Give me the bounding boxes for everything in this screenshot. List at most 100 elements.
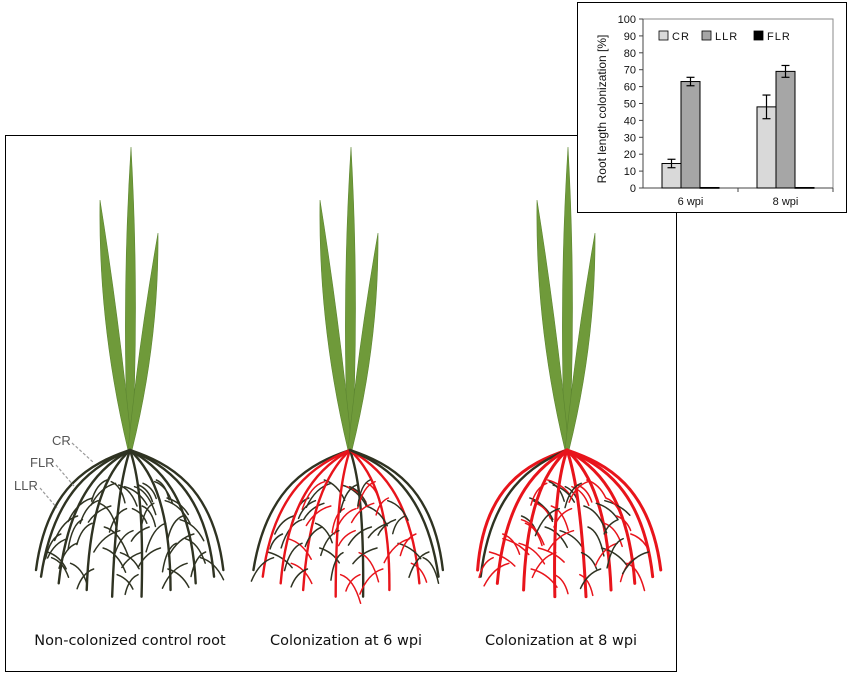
lateral-root xyxy=(595,502,619,521)
lateral-root xyxy=(594,542,618,567)
lateral-root xyxy=(603,522,623,548)
bar-flr xyxy=(794,186,815,189)
lateral-root xyxy=(305,505,332,527)
crown-root xyxy=(39,448,132,578)
lateral-root xyxy=(547,529,575,552)
plant-colonized-8wpi xyxy=(476,146,663,599)
lateral-root xyxy=(330,551,344,581)
crown-root xyxy=(34,448,132,572)
lateral-root xyxy=(137,547,162,569)
label-cr: CR xyxy=(52,433,71,448)
lateral-root xyxy=(44,533,62,560)
lateral-root xyxy=(320,529,340,557)
colonization-bar-chart: 0 10 20 30 40 50 60 70 80 90 100 6 wpi 8 wpi CR LLR F… xyxy=(595,14,834,208)
lateral-root xyxy=(131,507,148,525)
lateral-root xyxy=(347,526,373,546)
crown-root xyxy=(261,448,352,578)
lateral-root xyxy=(161,542,177,573)
y-tick-label: 20 xyxy=(624,149,636,161)
crown-root xyxy=(348,448,445,572)
x-tick-label: 6 wpi xyxy=(678,196,704,208)
lateral-root xyxy=(605,497,622,517)
lateral-root xyxy=(603,518,619,535)
lateral-root xyxy=(571,485,590,507)
lateral-root xyxy=(305,482,332,508)
lateral-root xyxy=(302,502,325,521)
lateral-root xyxy=(387,499,409,521)
y-axis-label: Root length colonization [%] xyxy=(595,35,609,184)
lateral-root xyxy=(46,551,67,570)
y-tick-label: 0 xyxy=(630,183,636,195)
lateral-root xyxy=(410,562,428,583)
lateral-root xyxy=(103,526,130,558)
lateral-root xyxy=(604,499,631,516)
lateral-root xyxy=(621,551,650,575)
crown-root xyxy=(476,448,569,572)
colonization-chart-panel: 0 10 20 30 40 50 60 70 80 90 100 6 wpi 8 wpi CR LLR F… xyxy=(577,2,847,213)
crown-root xyxy=(128,448,197,585)
crown-root xyxy=(110,448,132,598)
lateral-root xyxy=(553,573,569,595)
y-tick-label: 70 xyxy=(624,65,636,77)
y-tick-label: 10 xyxy=(624,166,636,178)
leaf xyxy=(99,199,133,451)
lateral-root xyxy=(534,507,560,537)
legend-swatch-cr xyxy=(658,30,669,41)
lateral-root xyxy=(283,542,303,572)
lateral-root xyxy=(564,482,582,509)
lateral-root xyxy=(290,568,309,588)
caption-control: Non-colonized control root xyxy=(34,633,226,649)
lateral-root xyxy=(167,533,195,557)
lateral-root xyxy=(137,484,154,503)
lateral-root xyxy=(544,526,568,549)
chart-bars xyxy=(661,64,815,189)
crown-root xyxy=(565,448,588,599)
x-tick-labels: 6 wpi 8 wpi xyxy=(678,196,799,208)
caption-6wpi: Colonization at 6 wpi xyxy=(269,633,423,649)
lateral-root xyxy=(333,507,357,535)
legend-swatch-llr xyxy=(701,30,712,41)
lateral-root xyxy=(166,497,190,516)
plant-colonized-6wpi xyxy=(250,146,445,605)
lateral-root xyxy=(483,562,510,587)
lateral-root xyxy=(141,505,157,528)
root-type-callouts: CR FLR LLR xyxy=(14,433,94,509)
legend-label-flr: FLR xyxy=(767,31,791,43)
crown-root xyxy=(565,448,637,585)
crown-root xyxy=(301,448,352,592)
lateral-root xyxy=(365,505,389,527)
lateral-root xyxy=(580,551,598,570)
lateral-root xyxy=(359,568,384,595)
lateral-root xyxy=(179,518,205,542)
lateral-root xyxy=(535,502,552,520)
lateral-root xyxy=(375,497,390,516)
leaf xyxy=(125,146,136,451)
lateral-root xyxy=(190,551,207,578)
leaf xyxy=(127,232,159,451)
lateral-root xyxy=(478,556,494,579)
legend-swatch-flr xyxy=(753,30,764,41)
lateral-root xyxy=(112,529,134,559)
label-llr: LLR xyxy=(14,478,38,493)
lateral-root xyxy=(76,522,93,546)
lateral-root xyxy=(167,568,190,589)
legend-label-llr: LLR xyxy=(715,31,738,43)
y-tick-label: 100 xyxy=(618,14,636,26)
lateral-root xyxy=(345,573,361,592)
lateral-root xyxy=(314,522,333,544)
lateral-root xyxy=(142,482,157,500)
lateral-root xyxy=(366,482,381,505)
y-tick-label: 50 xyxy=(624,99,636,111)
lateral-root xyxy=(58,542,78,569)
bar-flr xyxy=(699,186,720,189)
legend-label-cr: CR xyxy=(672,31,690,43)
lateral-root xyxy=(606,537,624,569)
lateral-root xyxy=(399,533,417,557)
y-tick-labels: 0 10 20 30 40 50 60 70 80 90 100 xyxy=(618,14,636,195)
lateral-root xyxy=(102,547,127,573)
lateral-root xyxy=(488,551,516,567)
lateral-root xyxy=(130,526,150,542)
lateral-root xyxy=(121,551,142,569)
crown-root xyxy=(128,448,144,598)
